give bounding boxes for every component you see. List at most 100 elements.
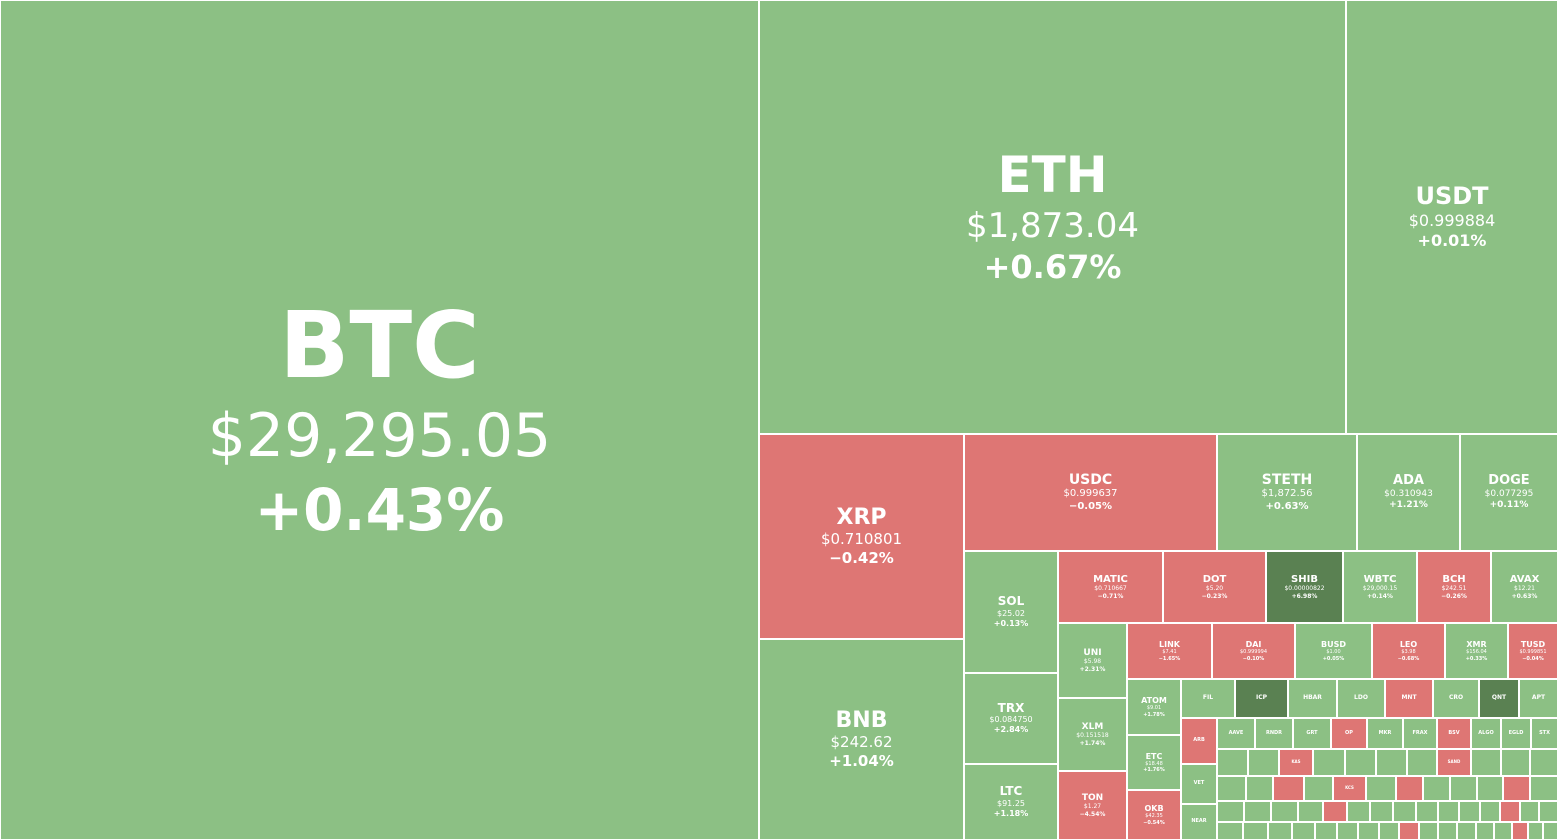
micro-tile[interactable]	[1512, 822, 1528, 840]
tile-vet[interactable]: VET	[1181, 764, 1217, 804]
tile-uni[interactable]: UNI $5.98 +2.31%	[1058, 623, 1127, 698]
micro-tile[interactable]	[1438, 822, 1457, 840]
micro-tile[interactable]	[1407, 749, 1437, 776]
tile-atom[interactable]: ATOM $9.01 +1.78%	[1127, 679, 1181, 735]
tile-grt[interactable]: GRT	[1293, 718, 1331, 749]
tile-qnt[interactable]: QNT	[1479, 679, 1519, 718]
micro-tile[interactable]	[1244, 801, 1271, 822]
tile-dot[interactable]: DOT $5.20 −0.23%	[1163, 551, 1266, 623]
tile-xmr[interactable]: XMR $156.04 +0.33%	[1445, 623, 1508, 679]
micro-tile[interactable]	[1217, 801, 1244, 822]
tile-xlm[interactable]: XLM $0.151518 +1.74%	[1058, 698, 1127, 771]
micro-tile[interactable]	[1298, 801, 1323, 822]
micro-tile[interactable]	[1292, 822, 1315, 840]
tile-kas[interactable]: KAS	[1279, 749, 1313, 776]
micro-tile[interactable]	[1457, 822, 1476, 840]
micro-tile[interactable]	[1337, 822, 1358, 840]
micro-tile[interactable]	[1304, 776, 1333, 801]
micro-tile[interactable]	[1248, 749, 1279, 776]
micro-tile[interactable]	[1416, 801, 1438, 822]
micro-tile[interactable]	[1471, 749, 1501, 776]
micro-tile[interactable]	[1243, 822, 1268, 840]
tile-apt[interactable]: APT	[1519, 679, 1558, 718]
tile-aave[interactable]: AAVE	[1217, 718, 1255, 749]
tile-matic[interactable]: MATIC $0.710667 −0.71%	[1058, 551, 1163, 623]
tile-ton[interactable]: TON $1.27 −4.54%	[1058, 771, 1127, 840]
tile-mnt[interactable]: MNT	[1385, 679, 1433, 718]
tile-wbtc[interactable]: WBTC $29,000.15 +0.14%	[1343, 551, 1417, 623]
micro-tile[interactable]	[1494, 822, 1512, 840]
micro-tile[interactable]	[1438, 801, 1459, 822]
micro-tile[interactable]	[1500, 801, 1520, 822]
tile-mkr[interactable]: MKR	[1367, 718, 1403, 749]
micro-tile[interactable]	[1476, 822, 1494, 840]
micro-tile[interactable]	[1345, 749, 1376, 776]
micro-tile[interactable]	[1358, 822, 1379, 840]
tile-stx[interactable]: STX	[1531, 718, 1558, 749]
micro-tile[interactable]	[1376, 749, 1407, 776]
micro-tile[interactable]	[1268, 822, 1292, 840]
tile-fil[interactable]: FIL	[1181, 679, 1235, 718]
tile-xrp[interactable]: XRP $0.710801 −0.42%	[759, 434, 964, 639]
micro-tile[interactable]	[1480, 801, 1500, 822]
micro-tile[interactable]	[1379, 822, 1399, 840]
tile-avax[interactable]: AVAX $12.21 +0.63%	[1491, 551, 1558, 623]
micro-tile[interactable]	[1370, 801, 1393, 822]
tile-okb[interactable]: OKB $42.35 −0.54%	[1127, 790, 1181, 840]
micro-tile[interactable]	[1217, 749, 1248, 776]
tile-ada[interactable]: ADA $0.310943 +1.21%	[1357, 434, 1460, 551]
tile-cro[interactable]: CRO	[1433, 679, 1479, 718]
micro-tile[interactable]	[1366, 776, 1396, 801]
tile-arb[interactable]: ARB	[1181, 718, 1217, 764]
tile-usdc[interactable]: USDC $0.999637 −0.05%	[964, 434, 1217, 551]
micro-tile[interactable]	[1539, 801, 1558, 822]
tile-algo[interactable]: ALGO	[1471, 718, 1501, 749]
tile-hbar[interactable]: HBAR	[1288, 679, 1337, 718]
tile-sand[interactable]: SAND	[1437, 749, 1471, 776]
tile-sol[interactable]: SOL $25.02 +0.13%	[964, 551, 1058, 673]
tile-tusd[interactable]: TUSD $0.999851 −0.04%	[1508, 623, 1558, 679]
tile-usdt[interactable]: USDT $0.999884 +0.01%	[1346, 0, 1558, 434]
micro-tile[interactable]	[1520, 801, 1539, 822]
micro-tile[interactable]	[1315, 822, 1337, 840]
tile-op[interactable]: OP	[1331, 718, 1367, 749]
micro-tile[interactable]	[1459, 801, 1480, 822]
micro-tile[interactable]	[1246, 776, 1273, 801]
tile-btc[interactable]: BTC $29,295.05 +0.43%	[0, 0, 759, 840]
micro-tile[interactable]	[1528, 822, 1543, 840]
micro-tile[interactable]	[1530, 749, 1558, 776]
tile-icp[interactable]: ICP	[1235, 679, 1288, 718]
tile-trx[interactable]: TRX $0.084750 +2.84%	[964, 673, 1058, 764]
micro-tile[interactable]	[1450, 776, 1477, 801]
tile-link[interactable]: LINK $7.41 −1.65%	[1127, 623, 1212, 679]
tile-shib[interactable]: SHIB $0.00000822 +6.98%	[1266, 551, 1343, 623]
tile-bnb[interactable]: BNB $242.62 +1.04%	[759, 639, 964, 840]
tile-doge[interactable]: DOGE $0.077295 +0.11%	[1460, 434, 1558, 551]
tile-busd[interactable]: BUSD $1.00 +0.05%	[1295, 623, 1372, 679]
tile-ldo[interactable]: LDO	[1337, 679, 1385, 718]
micro-tile[interactable]	[1271, 801, 1298, 822]
tile-bch[interactable]: BCH $242.51 −0.26%	[1417, 551, 1491, 623]
tile-frax[interactable]: FRAX	[1403, 718, 1437, 749]
micro-tile[interactable]	[1393, 801, 1416, 822]
micro-tile[interactable]	[1217, 776, 1246, 801]
micro-tile[interactable]	[1477, 776, 1503, 801]
micro-tile[interactable]	[1323, 801, 1347, 822]
tile-leo[interactable]: LEO $3.98 −0.68%	[1372, 623, 1445, 679]
micro-tile[interactable]	[1273, 776, 1304, 801]
micro-tile[interactable]	[1419, 822, 1438, 840]
tile-steth[interactable]: STETH $1,872.56 +0.63%	[1217, 434, 1357, 551]
micro-tile[interactable]	[1503, 776, 1530, 801]
micro-tile[interactable]	[1530, 776, 1558, 801]
tile-egld[interactable]: EGLD	[1501, 718, 1531, 749]
tile-near[interactable]: NEAR	[1181, 804, 1217, 840]
micro-tile[interactable]	[1399, 822, 1419, 840]
tile-kcs[interactable]: KCS	[1333, 776, 1366, 801]
tile-dai[interactable]: DAI $0.999994 −0.10%	[1212, 623, 1295, 679]
micro-tile[interactable]	[1501, 749, 1530, 776]
tile-eth[interactable]: ETH $1,873.04 +0.67%	[759, 0, 1346, 434]
micro-tile[interactable]	[1396, 776, 1423, 801]
micro-tile[interactable]	[1423, 776, 1450, 801]
tile-etc[interactable]: ETC $18.48 +1.76%	[1127, 735, 1181, 790]
tile-ltc[interactable]: LTC $91.25 +1.18%	[964, 764, 1058, 840]
